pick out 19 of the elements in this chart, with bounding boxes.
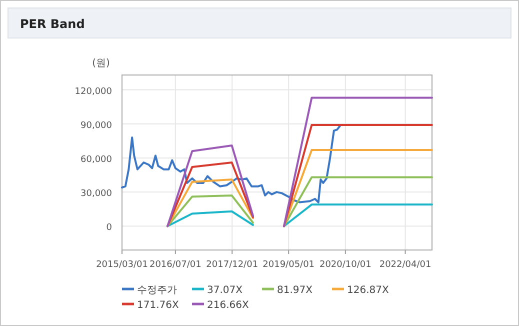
legend-label: 171.76X [137, 300, 179, 311]
y-axis-title: (원) [92, 58, 110, 69]
y-tick-label: 90,000 [80, 120, 112, 131]
legend-label: 216.66X [207, 300, 249, 311]
legend-label: 81.97X [277, 285, 313, 296]
legend-label: 126.87X [347, 285, 389, 296]
legend-label: 37.07X [207, 285, 243, 296]
y-tick-label: 60,000 [80, 154, 112, 165]
legend-label: 수정주가 [137, 285, 177, 296]
y-tick-label: 0 [106, 223, 112, 234]
x-tick-label: 2022/04/01 [379, 260, 432, 270]
x-tick-label: 2015/03/01 [96, 260, 148, 270]
y-tick-label: 120,000 [74, 86, 112, 97]
x-tick-label: 2017/12/01 [206, 260, 258, 270]
x-tick-label: 2019/05/01 [262, 260, 315, 270]
chart-title: PER Band [20, 17, 85, 31]
y-tick-label: 30,000 [80, 189, 112, 200]
x-tick-label: 2016/07/01 [149, 260, 202, 270]
x-tick-label: 2020/10/01 [319, 260, 372, 270]
